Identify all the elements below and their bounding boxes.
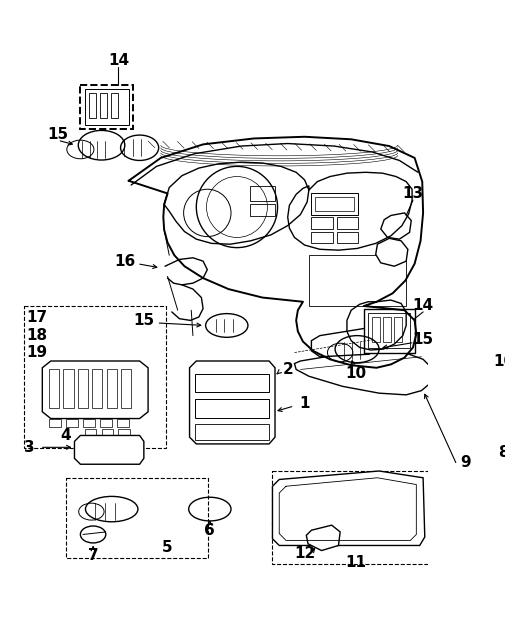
Bar	[311, 194, 357, 214]
Text: 15: 15	[133, 313, 154, 328]
Bar	[84, 89, 128, 125]
Text: 14: 14	[108, 53, 129, 68]
Polygon shape	[42, 361, 148, 419]
Bar	[311, 217, 332, 229]
Bar	[118, 429, 130, 435]
Polygon shape	[461, 440, 490, 464]
Bar	[107, 369, 117, 407]
Bar	[372, 317, 379, 343]
Bar	[111, 93, 118, 118]
Bar	[84, 429, 96, 435]
Text: 6: 6	[204, 523, 215, 538]
Bar	[249, 186, 275, 201]
Polygon shape	[311, 327, 380, 357]
Bar	[102, 429, 113, 435]
Polygon shape	[439, 354, 486, 383]
Bar	[24, 306, 166, 448]
Bar	[99, 419, 112, 427]
Text: 15: 15	[412, 332, 433, 348]
Text: 2: 2	[282, 362, 292, 377]
Text: 15: 15	[47, 126, 68, 141]
Bar	[308, 255, 406, 306]
Text: 3: 3	[24, 440, 35, 455]
Text: 5: 5	[162, 540, 173, 554]
Bar	[363, 308, 414, 353]
Bar	[393, 317, 401, 343]
Bar	[80, 85, 133, 129]
Bar	[336, 217, 357, 229]
Bar	[117, 419, 128, 427]
Polygon shape	[74, 435, 143, 464]
Bar	[367, 313, 410, 348]
Text: 1: 1	[299, 396, 309, 411]
Bar	[63, 369, 73, 407]
Bar	[49, 369, 59, 407]
Text: 18: 18	[26, 328, 47, 343]
Text: 14: 14	[412, 298, 433, 313]
Bar	[78, 369, 88, 407]
Text: 19: 19	[26, 345, 47, 360]
Text: 8: 8	[497, 445, 505, 460]
Bar	[194, 399, 269, 417]
Bar	[383, 317, 390, 343]
Polygon shape	[380, 213, 411, 239]
Bar	[121, 369, 131, 407]
Bar	[272, 471, 432, 564]
Bar	[314, 197, 353, 211]
Text: 10: 10	[344, 366, 365, 381]
Polygon shape	[272, 471, 424, 546]
Polygon shape	[375, 239, 407, 266]
Bar	[66, 419, 78, 427]
Text: 13: 13	[401, 186, 423, 201]
Bar	[66, 478, 208, 558]
Text: 16: 16	[115, 254, 136, 269]
Bar	[311, 232, 332, 242]
Text: 4: 4	[61, 428, 71, 443]
Bar	[99, 93, 107, 118]
Text: 9: 9	[459, 455, 470, 470]
Polygon shape	[306, 525, 339, 551]
Bar	[89, 93, 96, 118]
Text: 11: 11	[344, 555, 365, 570]
Text: 17: 17	[26, 310, 47, 325]
Bar	[49, 419, 61, 427]
Polygon shape	[294, 348, 432, 395]
Bar	[83, 419, 94, 427]
Text: 12: 12	[293, 546, 315, 561]
Bar	[92, 369, 102, 407]
Text: 7: 7	[87, 548, 98, 563]
Bar	[194, 424, 269, 440]
Bar	[194, 374, 269, 392]
Polygon shape	[189, 361, 275, 444]
Text: 10: 10	[492, 353, 505, 368]
Bar	[336, 232, 357, 242]
Bar	[249, 204, 275, 216]
